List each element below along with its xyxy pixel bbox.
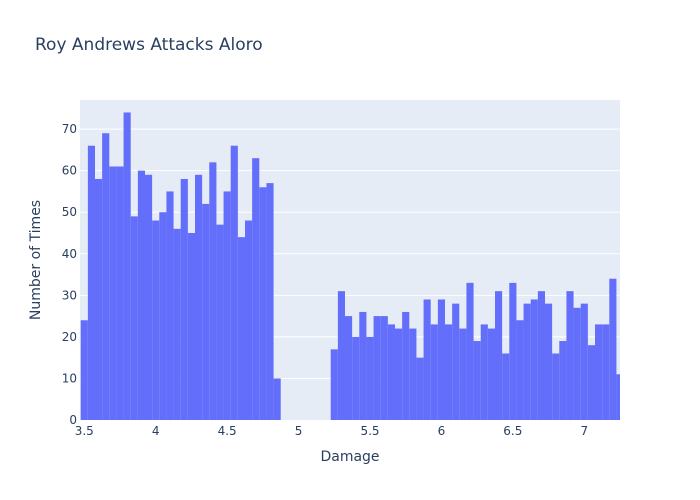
- histogram-bar: [487, 328, 495, 420]
- histogram-bar: [587, 345, 595, 420]
- histogram-bar: [559, 341, 567, 420]
- y-tick-label: 60: [62, 164, 77, 178]
- histogram-bar: [595, 324, 603, 420]
- histogram-bar: [352, 336, 360, 420]
- chart-title: Roy Andrews Attacks Aloro: [35, 35, 263, 55]
- histogram-bar: [387, 324, 395, 420]
- histogram-bar: [359, 311, 367, 420]
- y-axis-ticks: 0 10 20 30 40 50 60 70: [62, 122, 77, 427]
- histogram-bar: [180, 178, 188, 420]
- histogram-bar: [380, 316, 388, 420]
- y-tick-label: 0: [69, 413, 77, 427]
- histogram-bar: [473, 341, 481, 420]
- histogram-bar: [602, 324, 610, 420]
- histogram-bar: [145, 174, 153, 420]
- histogram-bar: [152, 220, 160, 420]
- histogram-bar: [509, 282, 517, 420]
- y-tick-label: 40: [62, 247, 77, 261]
- histogram-bar: [130, 216, 138, 420]
- histogram-bar: [480, 324, 488, 420]
- y-axis-title: Number of Times: [28, 200, 44, 320]
- x-axis-ticks: 3.5 4 4.5 5 5.5 6 6.5 7: [75, 424, 588, 438]
- y-tick-label: 20: [62, 330, 77, 344]
- histogram-bar: [137, 170, 145, 420]
- histogram-bar: [345, 316, 353, 420]
- histogram-bar: [459, 328, 467, 420]
- histogram-bar: [187, 232, 195, 420]
- x-tick-label: 6.5: [503, 424, 522, 438]
- histogram-bar: [230, 145, 238, 420]
- histogram-bars: [80, 112, 620, 421]
- histogram-bar: [366, 336, 374, 420]
- histogram-bar: [337, 291, 345, 420]
- y-tick-label: 30: [62, 288, 77, 302]
- x-tick-label: 4: [152, 424, 160, 438]
- x-tick-label: 7: [580, 424, 588, 438]
- histogram-bar: [159, 212, 167, 420]
- x-tick-label: 4.5: [218, 424, 237, 438]
- histogram-bar: [223, 191, 231, 420]
- histogram-bar: [237, 237, 245, 420]
- histogram-bar: [80, 320, 88, 420]
- histogram-bar: [116, 166, 124, 420]
- histogram-bar: [609, 278, 617, 420]
- histogram-bar: [430, 324, 438, 420]
- histogram-bar: [252, 158, 260, 420]
- histogram-bar: [373, 316, 381, 420]
- histogram-bar: [409, 328, 417, 420]
- histogram-bar: [102, 133, 110, 420]
- x-tick-label: 3.5: [75, 424, 94, 438]
- histogram-bar: [195, 174, 203, 420]
- histogram-bar: [330, 349, 338, 420]
- histogram-bar: [537, 291, 545, 420]
- histogram-bar: [516, 320, 524, 420]
- histogram-bar: [209, 162, 217, 421]
- y-tick-label: 50: [62, 205, 77, 219]
- histogram-bar: [402, 311, 410, 420]
- x-tick-label: 5: [295, 424, 303, 438]
- histogram-bar: [273, 378, 281, 420]
- x-axis-title: Damage: [320, 449, 379, 465]
- y-tick-label: 10: [62, 371, 77, 385]
- histogram-bar: [245, 220, 253, 420]
- histogram-bar: [95, 178, 103, 420]
- histogram-bar: [123, 112, 131, 420]
- histogram-bar: [166, 191, 174, 420]
- histogram-bar: [580, 303, 588, 420]
- histogram-bar: [466, 282, 474, 420]
- histogram-bar: [266, 183, 274, 420]
- histogram-bar: [109, 166, 117, 420]
- x-tick-label: 5.5: [360, 424, 379, 438]
- histogram-bar: [437, 299, 445, 420]
- histogram-bar: [416, 357, 424, 420]
- x-tick-label: 6: [438, 424, 446, 438]
- histogram-bar: [545, 303, 553, 420]
- histogram-bar: [502, 353, 510, 420]
- histogram-bar: [202, 203, 210, 420]
- histogram-bar: [87, 145, 95, 420]
- histogram-bar: [566, 291, 574, 420]
- histogram-bar: [573, 307, 581, 420]
- histogram-bar: [173, 228, 181, 420]
- histogram-bar: [445, 324, 453, 420]
- histogram-bar: [452, 303, 460, 420]
- histogram-bar: [395, 328, 403, 420]
- histogram-bar: [259, 187, 267, 420]
- histogram-bar: [495, 291, 503, 420]
- histogram-bar: [523, 303, 531, 420]
- y-tick-label: 70: [62, 122, 77, 136]
- histogram-bar: [423, 299, 431, 420]
- histogram-bar: [616, 374, 620, 420]
- histogram-bar: [216, 224, 224, 420]
- histogram-bar: [552, 353, 560, 420]
- histogram-bar: [530, 299, 538, 420]
